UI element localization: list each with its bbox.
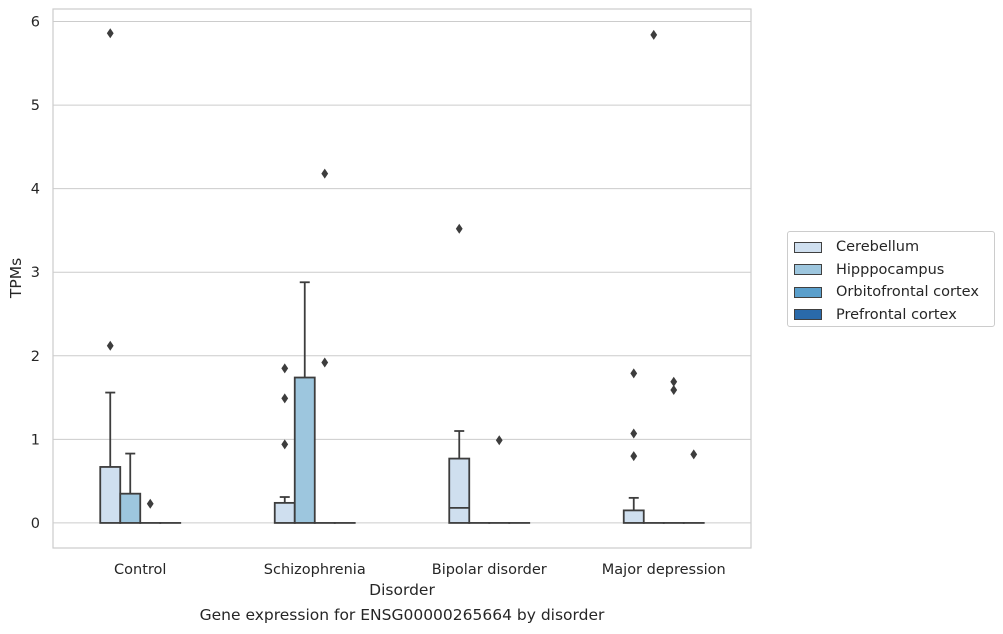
legend-label: Prefrontal cortex xyxy=(836,306,957,323)
box-group xyxy=(622,368,645,524)
legend-swatch xyxy=(794,309,822,321)
y-tick-label: 0 xyxy=(31,516,40,532)
y-tick-label: 1 xyxy=(31,432,40,448)
box-group xyxy=(313,168,336,524)
outlier-point xyxy=(630,451,638,462)
x-tick-label: Schizophrenia xyxy=(264,562,366,578)
box xyxy=(622,509,645,524)
box-group xyxy=(448,223,471,524)
box xyxy=(293,376,316,524)
outlier-point xyxy=(281,363,289,374)
box xyxy=(273,501,296,524)
box xyxy=(448,457,471,524)
y-tick-label: 5 xyxy=(31,98,40,114)
outlier-point xyxy=(281,439,289,450)
x-tick-label: Bipolar disorder xyxy=(432,562,547,578)
axes: 0 1 2 3 4 5 6 Control Schizophrenia Bipolar disor… xyxy=(31,8,752,578)
outlier-point xyxy=(690,449,698,460)
y-tick-label: 3 xyxy=(31,265,40,281)
legend-swatch xyxy=(794,286,822,298)
legend-label: Orbitofrontal cortex xyxy=(836,284,979,301)
box-group xyxy=(139,498,162,524)
legend-item-cerebellum: Cerebellum xyxy=(794,236,994,259)
legend: Cerebellum Hipppocampus Orbitofrontal co… xyxy=(787,231,995,327)
outlier-point xyxy=(321,357,329,368)
outlier-point xyxy=(146,498,154,509)
plot-frame xyxy=(52,8,752,549)
x-axis-label: Disorder xyxy=(369,581,435,599)
outlier-point xyxy=(281,393,289,404)
outlier-point xyxy=(106,28,114,39)
legend-swatch xyxy=(794,241,822,253)
box xyxy=(99,466,122,524)
outlier-point xyxy=(670,376,678,387)
outlier-point xyxy=(321,168,329,179)
legend-item-prefrontal: Prefrontal cortex xyxy=(794,304,994,327)
box-series xyxy=(99,28,705,524)
box-group xyxy=(662,376,685,524)
legend-item-hippocampus: Hipppocampus xyxy=(794,259,994,282)
grid-lines xyxy=(53,21,751,524)
outlier-point xyxy=(650,29,658,40)
box xyxy=(119,492,142,524)
legend-swatch xyxy=(794,264,822,276)
box-group xyxy=(99,28,122,524)
y-tick-label: 6 xyxy=(31,15,40,31)
box-group xyxy=(488,435,511,524)
box-group xyxy=(273,363,296,524)
outlier-point xyxy=(670,385,678,396)
outlier-point xyxy=(106,340,114,351)
outlier-point xyxy=(495,435,503,446)
legend-label: Hipppocampus xyxy=(836,261,945,278)
box-group xyxy=(293,281,316,524)
y-tick-label: 2 xyxy=(31,349,40,365)
legend-item-orbitofrontal: Orbitofrontal cortex xyxy=(794,281,994,304)
y-tick-label: 4 xyxy=(31,182,40,198)
outlier-point xyxy=(630,368,638,379)
x-tick-label: Major depression xyxy=(602,562,726,578)
y-axis-label: TPMs xyxy=(7,258,25,299)
legend-label: Cerebellum xyxy=(836,239,920,256)
figure-caption: Gene expression for ENSG00000265664 by d… xyxy=(199,606,605,624)
outlier-point xyxy=(455,223,463,234)
box-group xyxy=(119,452,142,524)
box-group xyxy=(642,29,665,524)
outlier-point xyxy=(630,428,638,439)
x-tick-label: Control xyxy=(114,562,166,578)
box-group xyxy=(682,449,705,524)
